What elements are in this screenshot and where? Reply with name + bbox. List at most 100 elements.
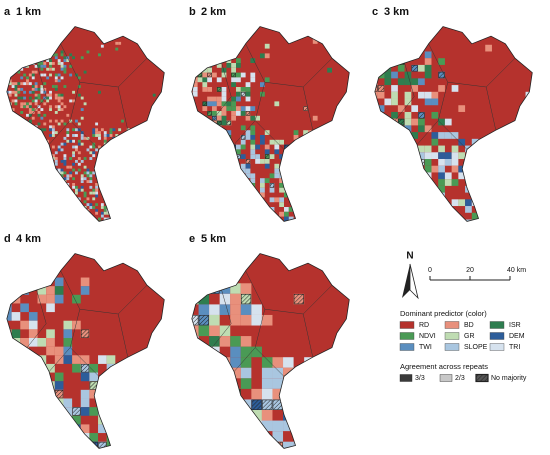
grid-cell — [226, 63, 232, 68]
grid-cell — [207, 101, 212, 107]
grid-cell — [6, 136, 9, 140]
grid-cell — [75, 188, 78, 192]
legend-swatch — [444, 332, 460, 340]
grid-cell — [231, 192, 236, 198]
grid-cell — [132, 185, 136, 189]
grid-cell — [72, 203, 75, 207]
grid-cell — [236, 197, 241, 203]
grid-cell — [384, 219, 392, 222]
grid-cell — [28, 338, 38, 347]
grid-cell — [37, 433, 47, 442]
grid-cell — [92, 171, 96, 175]
grid-cell — [49, 217, 52, 221]
district-border — [117, 313, 129, 358]
grid-cell — [298, 144, 304, 150]
grid-cell — [60, 62, 64, 65]
grid-cell — [20, 188, 24, 192]
grid-cell — [40, 165, 44, 169]
grid-cell — [49, 134, 52, 137]
grid-cell — [63, 320, 73, 330]
grid-cell — [80, 108, 84, 111]
grid-cell — [57, 73, 61, 77]
grid-cell — [8, 50, 12, 54]
grid-cell — [485, 206, 492, 213]
grid-cell — [112, 188, 116, 192]
disagreement-cell — [485, 192, 492, 200]
disagreement-cell — [341, 168, 347, 174]
grid-cell — [327, 130, 332, 135]
grid-cell — [346, 367, 350, 379]
grid-cell — [115, 188, 119, 192]
grid-cell — [80, 208, 84, 212]
grid-cell — [106, 154, 110, 158]
grid-cell — [335, 357, 347, 368]
grid-cell — [31, 73, 35, 77]
grid-cell — [144, 183, 147, 186]
grid-cell — [308, 159, 313, 164]
grid-cell — [63, 70, 67, 74]
grid-cell — [261, 378, 273, 389]
grid-cell — [505, 165, 513, 173]
grid-cell — [207, 154, 212, 159]
grid-cell — [397, 219, 405, 222]
grid-cell — [106, 171, 110, 175]
grid-cell — [106, 174, 110, 178]
grid-cell — [129, 211, 133, 215]
grid-cell — [34, 168, 38, 172]
grid-cell — [191, 120, 193, 126]
grid-cell — [121, 194, 124, 198]
grid-cell — [322, 139, 328, 145]
grid-cell — [314, 410, 326, 421]
grid-cell — [312, 211, 318, 217]
grid-cell — [332, 173, 337, 179]
grid-cell — [98, 217, 101, 221]
grid-cell — [109, 151, 113, 155]
grid-cell — [141, 171, 145, 175]
disagreement-cell — [240, 294, 252, 305]
grid-cell — [23, 180, 27, 183]
grid-cell — [60, 76, 64, 80]
grid-cell — [219, 441, 231, 449]
grid-cell — [69, 64, 73, 68]
disagreement-cell — [230, 399, 241, 410]
grid-cell — [158, 185, 162, 189]
grid-cell — [325, 388, 336, 400]
grid-cell — [77, 162, 81, 166]
region-outline — [6, 253, 165, 449]
grid-cell — [69, 200, 73, 204]
grid-cell — [138, 200, 142, 204]
grid-cell — [46, 389, 55, 399]
grid-cell — [264, 207, 270, 212]
grid-cell — [149, 128, 153, 132]
grid-cell — [109, 131, 113, 135]
grid-cell — [294, 221, 299, 226]
grid-cell — [216, 149, 222, 155]
grid-cell — [63, 203, 67, 207]
legend-swatch — [444, 321, 460, 329]
grid-cell — [397, 138, 405, 146]
grid-cell — [3, 82, 6, 85]
grid-cell — [26, 214, 29, 218]
grid-cell — [54, 277, 64, 287]
grid-cell — [8, 90, 12, 94]
grid-cell — [63, 67, 67, 71]
grid-cell — [98, 90, 101, 94]
disagreement-cell — [317, 183, 323, 188]
grid-cell — [103, 151, 107, 155]
grid-cell — [202, 72, 208, 78]
grid-cell — [505, 145, 513, 153]
grid-cell — [240, 154, 246, 159]
grid-cell — [377, 51, 385, 59]
grid-cell — [279, 154, 284, 159]
disagreement-cell — [445, 206, 452, 213]
grid-cell — [298, 168, 304, 174]
grid-cell — [230, 420, 241, 432]
grid-cell — [37, 197, 41, 201]
grid-cell — [132, 145, 136, 149]
grid-cell — [240, 197, 246, 203]
grid-cell — [236, 96, 241, 102]
grid-cell — [109, 128, 113, 132]
grid-cell — [245, 173, 251, 179]
grid-cell — [438, 145, 445, 153]
